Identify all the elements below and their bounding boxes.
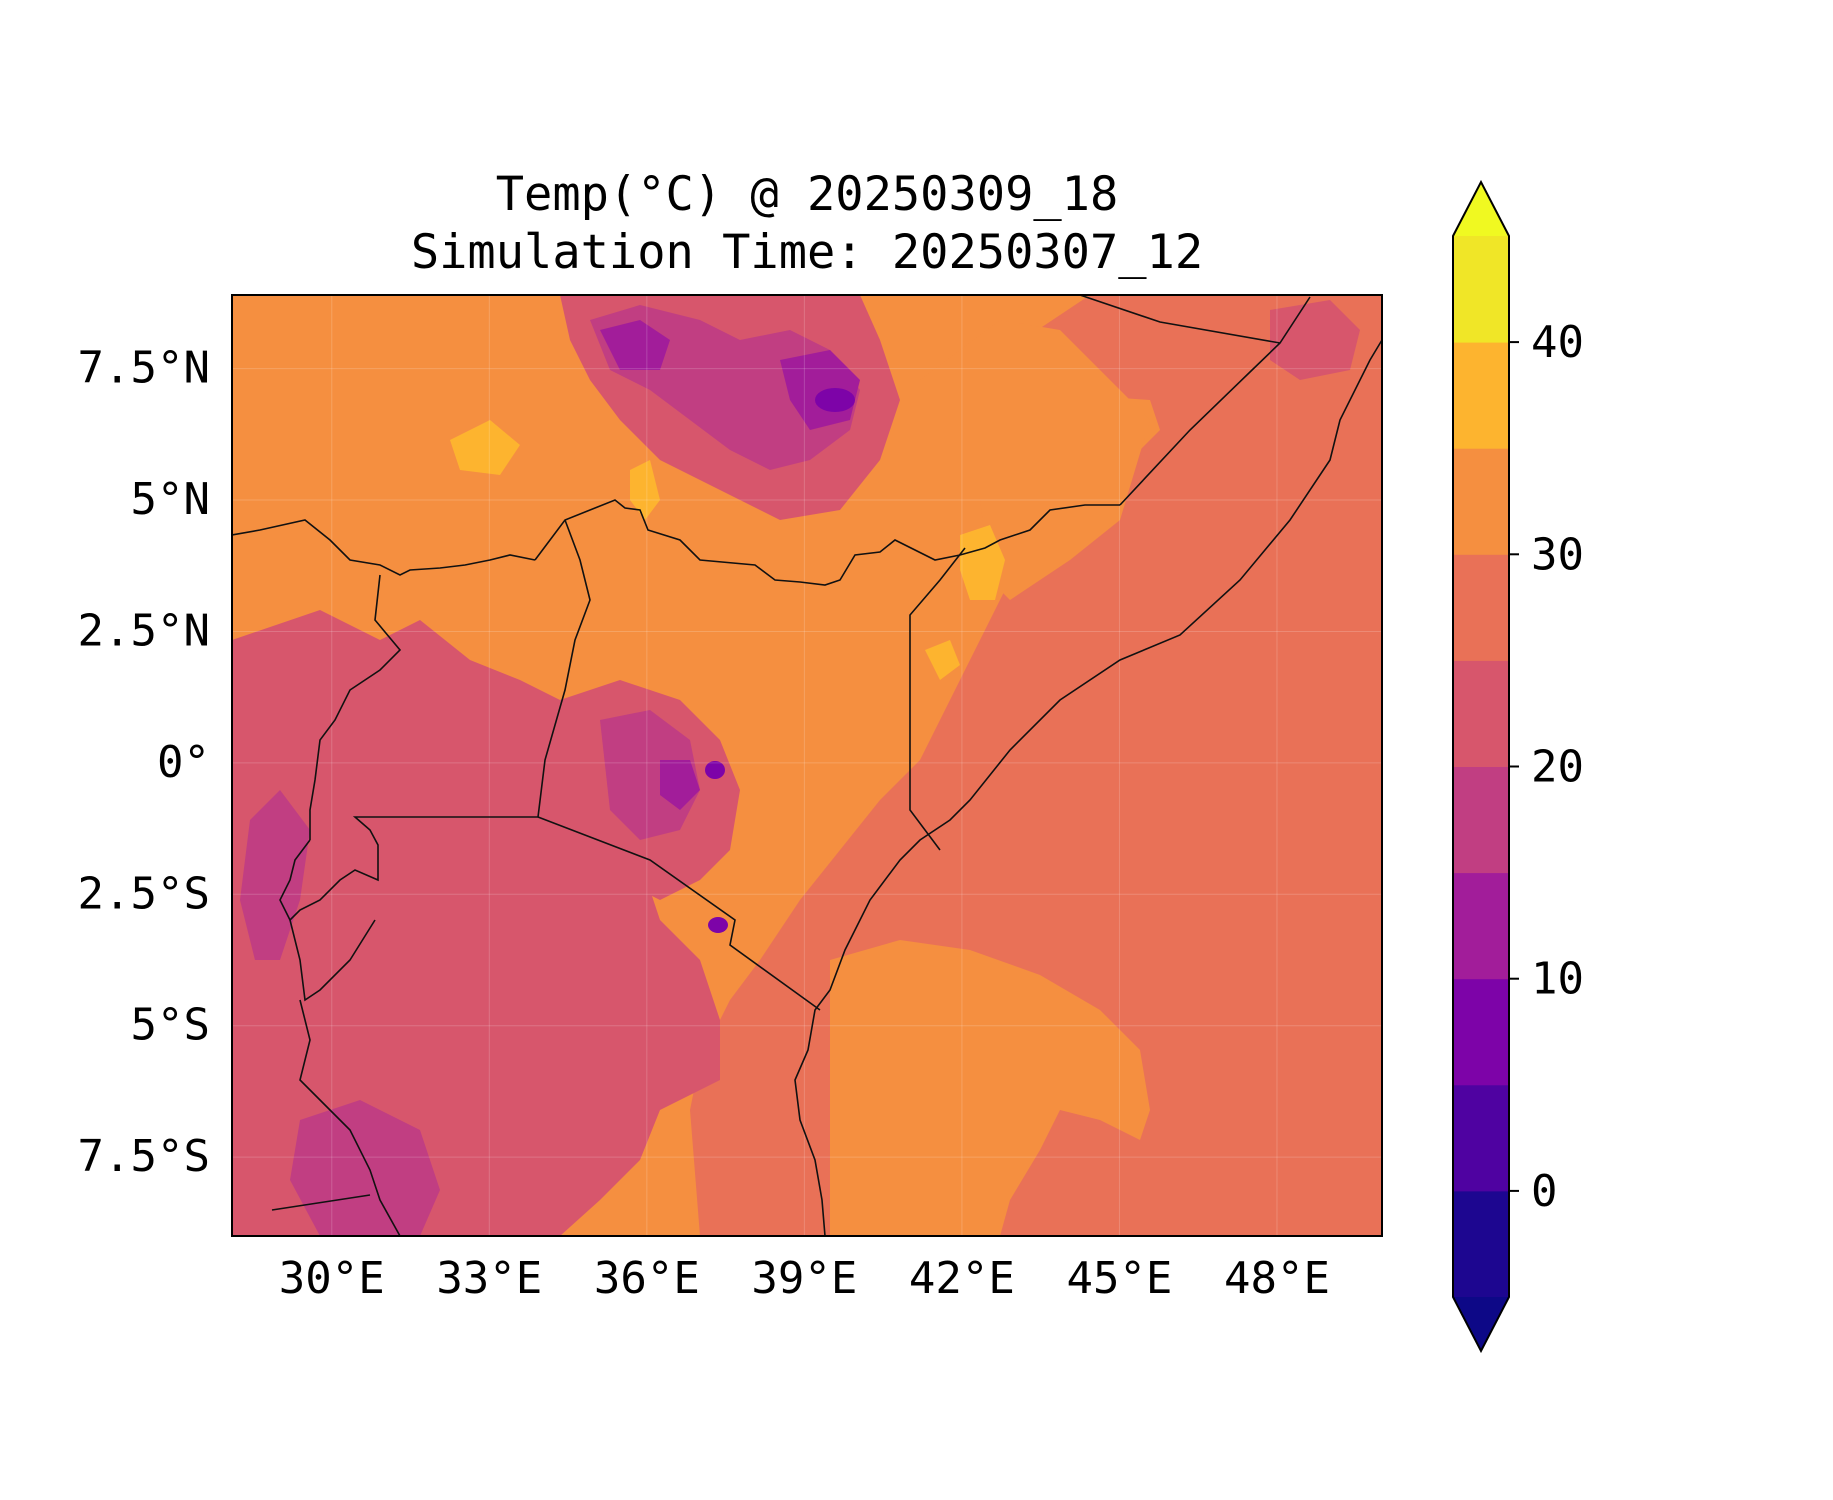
colorbar-extend-low [1453, 1297, 1509, 1351]
border-ethiopia-djibouti [1079, 295, 1281, 344]
border-uganda-kenya-west [537, 519, 591, 818]
lat-tick-label: 7.5°N [78, 343, 210, 394]
peak-kenya [660, 760, 700, 810]
longitude-tick-labels: 30°E 33°E 36°E 39°E 42°E 45°E 48°E [279, 1253, 1330, 1304]
lon-tick-label: 45°E [1066, 1253, 1172, 1304]
border-somalia-ethiopia-ne [1119, 296, 1311, 506]
lon-tick-label: 36°E [594, 1253, 700, 1304]
border-lake-tanganyika [299, 999, 401, 1236]
lat-tick-label: 5°N [131, 474, 210, 525]
colorbar-extend-high [1453, 182, 1509, 236]
hot-spot-lake-turkana [630, 460, 660, 520]
border-kenya-tanzania [537, 816, 821, 1011]
gridlines [232, 295, 1382, 1236]
border-drc-uganda-west [309, 574, 402, 840]
colorbar-segment [1453, 978, 1509, 1086]
colorbar-tick-label: 20 [1531, 742, 1584, 793]
border-kenya-somalia [909, 547, 966, 851]
border-rwanda-burundi [279, 816, 538, 922]
summit-ethiopia [815, 388, 855, 412]
colorbar-segment [1453, 236, 1509, 343]
highland-ocean-ne [1270, 300, 1360, 380]
temperature-field [232, 295, 1382, 1236]
colorbar-tick-label: 0 [1531, 1166, 1558, 1217]
colorbar-segment [1453, 1084, 1509, 1192]
colorbar-segment [1453, 872, 1509, 980]
colorbar-segment [1453, 554, 1509, 661]
border-tanzania-drc-lake [289, 919, 376, 1002]
colorbar-tick-label: 40 [1531, 317, 1584, 368]
lat-tick-label: 5°S [131, 1000, 210, 1051]
lat-tick-label: 2.5°N [78, 605, 210, 656]
lon-tick-label: 33°E [436, 1253, 542, 1304]
latitude-tick-labels: 7.5°N 5°N 2.5°N 0° 2.5°S 5°S 7.5°S [78, 343, 210, 1183]
summit-kenya [705, 761, 725, 779]
lat-tick-label: 2.5°S [78, 868, 210, 919]
lat-tick-label: 0° [157, 737, 210, 788]
summit-kilimanjaro [708, 917, 728, 933]
lon-tick-label: 39°E [751, 1253, 857, 1304]
colorbar: 0 10 20 30 40 [1452, 179, 1584, 1354]
colorbar-segment [1453, 1190, 1509, 1298]
peak-ethiopia-west [600, 320, 670, 370]
lon-tick-label: 42°E [909, 1253, 1015, 1304]
hot-spot-somalia [925, 640, 960, 680]
colorbar-segment [1453, 766, 1509, 874]
warm-region-somalia-interior [920, 320, 1150, 600]
map-title-line2: Simulation Time: 20250307_12 [411, 225, 1203, 280]
hot-spot-sudan [450, 420, 520, 475]
map-frame [231, 294, 1383, 1237]
coastline [794, 339, 1382, 1236]
map-title-line1: Temp(°C) @ 20250309_18 [496, 167, 1119, 222]
colorbar-segment [1453, 448, 1509, 555]
mountain-kenya [600, 710, 700, 840]
colorbar-tick-label: 30 [1531, 529, 1584, 580]
colorbar-segment [1453, 342, 1509, 449]
lon-tick-label: 48°E [1224, 1253, 1330, 1304]
border-ethiopia-somalia [534, 499, 1120, 586]
warm-region-indian-ocean [830, 940, 1150, 1236]
border-uganda-drc [232, 519, 536, 576]
colorbar-outline [1452, 179, 1510, 1354]
lat-tick-label: 7.5°S [78, 1131, 210, 1182]
border-zambia-tanzania [271, 1194, 371, 1211]
country-borders [232, 295, 1382, 1236]
lon-tick-label: 30°E [279, 1253, 385, 1304]
colorbar-tick-label: 10 [1531, 954, 1584, 1005]
colorbar-segment [1453, 660, 1509, 767]
